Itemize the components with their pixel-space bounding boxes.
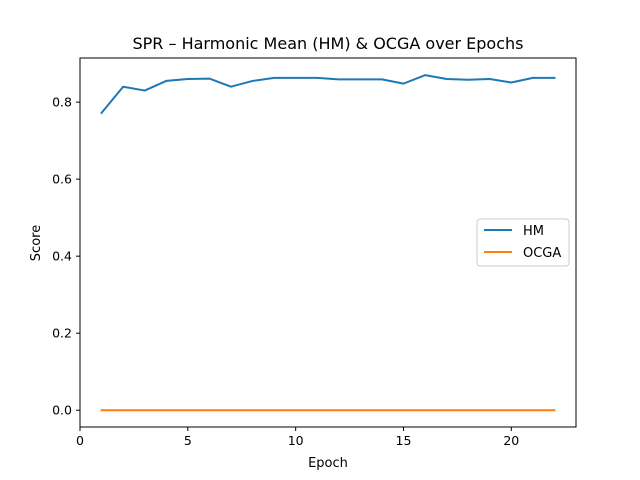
x-tick-label: 20 [503,433,519,448]
legend-label-ocga: OCGA [523,246,561,261]
plot-area [100,74,556,412]
y-tick-label: 0.6 [52,172,72,187]
x-tick-label: 0 [76,433,84,448]
x-axis-label: Epoch [308,456,348,471]
x-tick-label: 5 [184,433,192,448]
y-axis-ticks: 0.0 0.2 0.4 0.6 0.8 [52,95,80,418]
y-tick-label: 0.8 [52,95,72,110]
x-tick-label: 10 [288,433,304,448]
chart-title: SPR – Harmonic Mean (HM) & OCGA over Epo… [132,34,523,53]
y-tick-label: 0.4 [52,249,72,264]
x-axis-ticks: 0 5 10 15 20 [76,427,519,448]
axes-frame [79,57,577,428]
x-tick-label: 15 [396,433,412,448]
series-line-hm [100,74,556,115]
y-axis-label: Score [29,225,44,261]
y-tick-label: 0.0 [52,403,72,418]
y-tick-label: 0.2 [52,326,72,341]
legend: HM OCGA [476,218,570,267]
legend-label-hm: HM [523,224,544,239]
